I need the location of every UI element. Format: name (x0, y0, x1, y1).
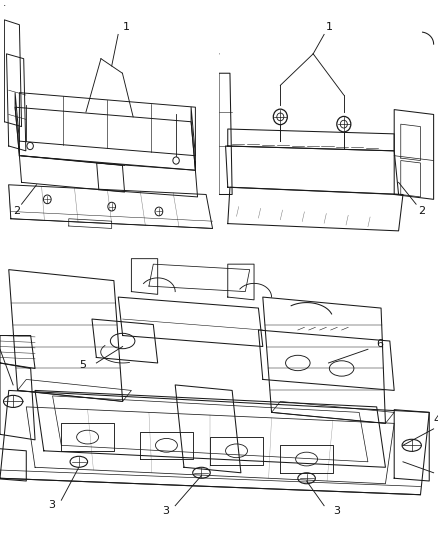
Text: 6: 6 (377, 338, 384, 349)
Text: 2: 2 (13, 206, 20, 216)
Text: 1: 1 (123, 21, 129, 31)
Text: 5: 5 (79, 360, 86, 370)
Text: 3: 3 (48, 500, 55, 511)
Text: 3: 3 (333, 506, 340, 516)
Text: 3: 3 (162, 506, 169, 516)
Text: 4: 4 (434, 415, 438, 425)
Text: 1: 1 (326, 21, 333, 31)
Text: 2: 2 (418, 206, 425, 216)
